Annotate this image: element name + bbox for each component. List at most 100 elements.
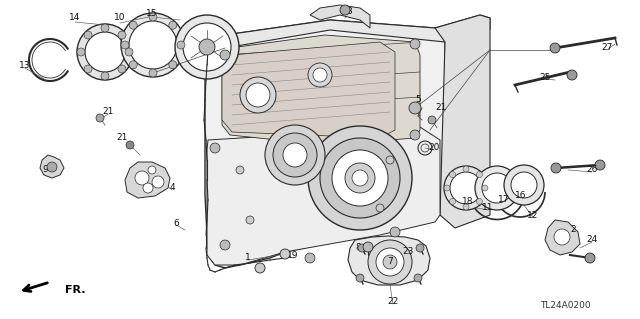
Circle shape (463, 166, 469, 172)
Circle shape (118, 31, 126, 39)
Text: TL24A0200: TL24A0200 (540, 300, 590, 309)
Circle shape (476, 198, 483, 204)
Circle shape (143, 183, 153, 193)
Circle shape (255, 263, 265, 273)
Text: 2: 2 (570, 226, 576, 234)
Circle shape (85, 32, 125, 72)
Text: 22: 22 (387, 298, 399, 307)
Circle shape (550, 43, 560, 53)
Text: 9: 9 (42, 166, 48, 174)
Text: 19: 19 (287, 251, 299, 261)
Circle shape (313, 68, 327, 82)
Circle shape (129, 61, 137, 69)
Circle shape (236, 166, 244, 174)
Polygon shape (225, 15, 490, 48)
Circle shape (283, 143, 307, 167)
Circle shape (476, 172, 483, 178)
Circle shape (308, 63, 332, 87)
Circle shape (383, 255, 397, 269)
Circle shape (450, 172, 482, 204)
Circle shape (220, 240, 230, 250)
Circle shape (376, 204, 384, 212)
Circle shape (77, 24, 133, 80)
Text: 23: 23 (403, 248, 413, 256)
Polygon shape (40, 155, 64, 178)
Circle shape (77, 48, 85, 56)
Circle shape (118, 65, 126, 73)
Circle shape (449, 198, 456, 204)
Circle shape (280, 249, 290, 259)
Polygon shape (435, 15, 490, 228)
Polygon shape (125, 162, 170, 198)
Text: 1: 1 (245, 254, 251, 263)
Text: 11: 11 (483, 204, 493, 212)
Circle shape (363, 242, 373, 252)
Text: 3: 3 (346, 8, 352, 17)
Circle shape (332, 150, 388, 206)
Circle shape (410, 130, 420, 140)
Circle shape (305, 253, 315, 263)
Circle shape (121, 13, 185, 77)
Circle shape (121, 41, 129, 49)
Polygon shape (207, 127, 440, 265)
Circle shape (210, 143, 220, 153)
Circle shape (101, 24, 109, 32)
Circle shape (595, 160, 605, 170)
Polygon shape (310, 5, 370, 28)
Text: 21: 21 (102, 108, 114, 116)
Circle shape (449, 172, 456, 178)
Text: 18: 18 (462, 197, 474, 206)
Polygon shape (545, 220, 580, 255)
Circle shape (340, 5, 350, 15)
Text: 5: 5 (415, 95, 421, 105)
Circle shape (240, 77, 276, 113)
Circle shape (504, 165, 544, 205)
Circle shape (265, 125, 325, 185)
Text: 17: 17 (499, 196, 509, 204)
Circle shape (175, 15, 239, 79)
Circle shape (352, 170, 368, 186)
Text: 8: 8 (355, 243, 361, 253)
Circle shape (444, 166, 488, 210)
Circle shape (169, 61, 177, 69)
Circle shape (416, 244, 424, 252)
Polygon shape (222, 42, 395, 138)
Text: 15: 15 (147, 10, 157, 19)
Circle shape (482, 185, 488, 191)
Circle shape (47, 162, 57, 172)
Text: 10: 10 (115, 13, 125, 23)
Circle shape (129, 21, 137, 29)
Circle shape (320, 138, 400, 218)
Circle shape (368, 240, 412, 284)
Text: 6: 6 (173, 219, 179, 227)
Circle shape (273, 133, 317, 177)
Circle shape (386, 156, 394, 164)
Circle shape (475, 166, 519, 210)
Circle shape (511, 172, 537, 198)
Polygon shape (222, 35, 420, 145)
Text: 24: 24 (586, 235, 598, 244)
Circle shape (169, 21, 177, 29)
Text: 13: 13 (19, 61, 31, 70)
Circle shape (409, 102, 421, 114)
Circle shape (376, 248, 404, 276)
Circle shape (149, 69, 157, 77)
Circle shape (84, 65, 92, 73)
Circle shape (554, 229, 570, 245)
Circle shape (356, 274, 364, 282)
Circle shape (410, 39, 420, 49)
Text: 16: 16 (515, 190, 527, 199)
Text: 20: 20 (428, 144, 440, 152)
Circle shape (149, 13, 157, 21)
Circle shape (482, 173, 512, 203)
Circle shape (126, 141, 134, 149)
Circle shape (199, 39, 215, 55)
Circle shape (390, 227, 400, 237)
Circle shape (567, 70, 577, 80)
Circle shape (444, 185, 450, 191)
Circle shape (135, 171, 149, 185)
Text: 21: 21 (435, 103, 447, 113)
Circle shape (148, 166, 156, 174)
Circle shape (308, 126, 412, 230)
Circle shape (585, 253, 595, 263)
